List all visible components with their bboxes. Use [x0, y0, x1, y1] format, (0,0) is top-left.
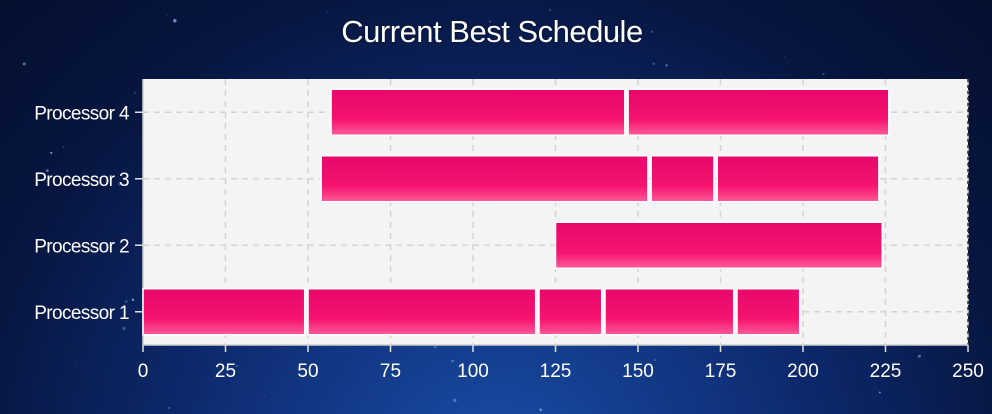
- x-tick-label: 225: [870, 361, 902, 382]
- task-bar: [716, 155, 880, 203]
- star-dot: [654, 359, 656, 361]
- star-dot: [301, 374, 305, 378]
- x-tick-label: 100: [457, 361, 489, 382]
- star-dot: [167, 406, 171, 410]
- x-tick-label: 25: [215, 361, 236, 382]
- star-dot: [166, 14, 168, 17]
- star-dot: [173, 18, 177, 23]
- star-dot: [133, 91, 136, 94]
- star-dot: [539, 408, 543, 412]
- star-dot: [651, 30, 654, 33]
- task-bar: [736, 288, 801, 336]
- x-tick-label: 50: [297, 361, 318, 382]
- star-dot: [264, 395, 266, 397]
- star-dot: [878, 391, 881, 394]
- x-tick-label: 0: [138, 361, 149, 382]
- star-dot: [118, 182, 122, 186]
- star-dot: [131, 298, 135, 301]
- star-dot: [434, 29, 439, 33]
- star-dot: [489, 20, 491, 23]
- task-bar: [604, 288, 735, 336]
- x-tick-label: 250: [952, 361, 984, 382]
- task-bar: [538, 288, 603, 336]
- star-dot: [62, 146, 65, 148]
- star-dot: [327, 10, 329, 12]
- y-category-label: Processor 3: [34, 170, 129, 191]
- star-dot: [549, 9, 552, 11]
- task-bar: [307, 288, 537, 336]
- task-bar: [320, 155, 649, 203]
- star-dot: [124, 299, 128, 304]
- star-dot: [75, 364, 78, 366]
- x-tick-label: 200: [787, 361, 819, 382]
- star-dot: [917, 354, 921, 358]
- star-dot: [652, 62, 655, 66]
- star-dot: [617, 34, 621, 37]
- star-dot: [235, 364, 238, 368]
- task-bar: [554, 221, 883, 269]
- task-bar: [330, 88, 626, 136]
- x-tick-label: 75: [380, 361, 401, 382]
- star-dot: [783, 55, 785, 58]
- star-dot: [665, 64, 668, 67]
- y-category-label: Processor 1: [34, 303, 129, 324]
- star-dot: [22, 62, 26, 66]
- star-dot: [822, 72, 825, 75]
- star-dot: [451, 359, 454, 363]
- task-bar: [142, 288, 306, 336]
- star-dot: [453, 398, 457, 403]
- star-dot: [122, 326, 126, 331]
- y-category-label: Processor 4: [34, 103, 130, 124]
- star-dot: [434, 346, 437, 349]
- x-tick-label: 150: [622, 361, 654, 382]
- star-dot: [45, 169, 49, 173]
- chart-title: Current Best Schedule: [341, 14, 643, 49]
- task-bar: [650, 155, 715, 203]
- x-tick-label: 125: [540, 361, 572, 382]
- task-bar: [627, 88, 890, 136]
- star-dot: [50, 151, 53, 154]
- x-tick-label: 175: [705, 361, 737, 382]
- y-category-label: Processor 2: [34, 236, 129, 257]
